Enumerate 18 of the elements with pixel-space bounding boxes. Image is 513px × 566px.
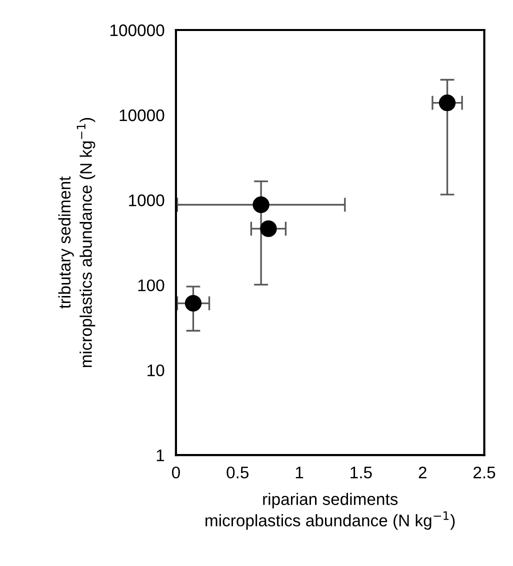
point [438,94,456,112]
point [184,294,202,312]
x-tick-label: 0.5 [226,466,249,478]
y-tick-label: 10 [148,364,164,376]
y-tick-label: 1000 [129,194,164,206]
point [252,196,270,214]
x-tick-label: 1.5 [350,466,372,478]
y-tick-label: 100 [138,279,164,292]
y-tick-label: 100000 [110,24,164,36]
x-tick-label: 2.5 [474,466,496,478]
x-tick-label: 2 [418,466,426,478]
x-tick-label: 1 [296,466,304,478]
y-axis-title: tributary sediment microplastics abundance (N kg$^{−1}$) [58,118,96,368]
x-axis-title: riparian sediments microplastics abundance (N kg$^{−1}$) [206,492,455,530]
x-tick-label: 0 [172,466,180,478]
y-tick-label: 10000 [120,109,164,122]
point [260,220,277,238]
y-tick-label: 1 [156,450,164,462]
